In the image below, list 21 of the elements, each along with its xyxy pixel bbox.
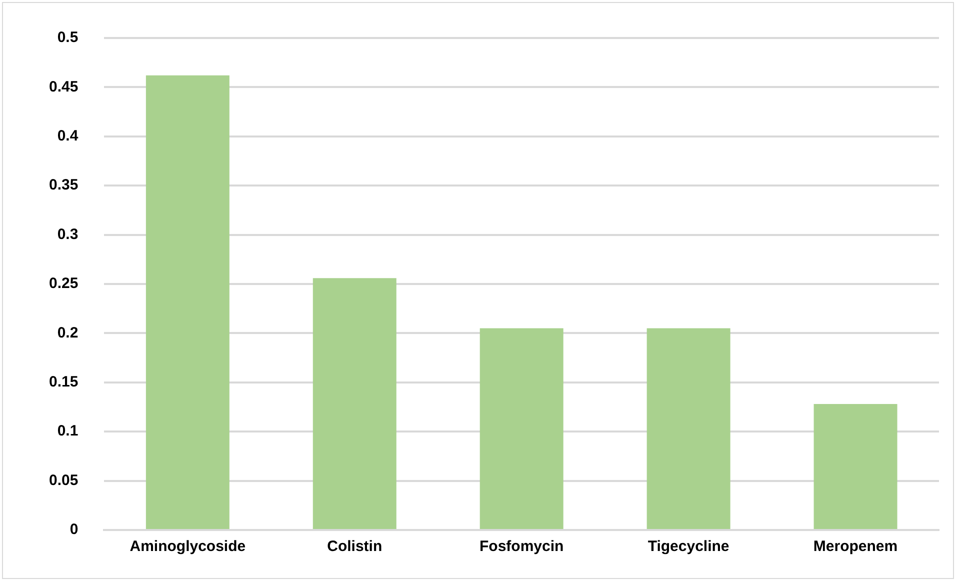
x-tick-label: Fosfomycin [480, 538, 564, 556]
y-tick-label: 0.25 [48, 275, 78, 292]
bar [814, 404, 898, 529]
bar [480, 328, 564, 529]
bar [312, 278, 396, 529]
x-tick-label: Aminoglycoside [130, 538, 246, 556]
y-tick-label: 0.3 [57, 226, 78, 243]
bar [146, 75, 230, 529]
y-tick-label: 0.4 [57, 128, 79, 145]
y-tick-label: 0.15 [48, 374, 78, 391]
y-tick-label: 0.2 [57, 324, 78, 342]
y-tick-label: 0.5 [57, 29, 78, 46]
x-tick-label: Colistin [327, 538, 382, 556]
y-tick-label: 0.05 [48, 472, 78, 489]
y-tick-label: 0.35 [48, 176, 78, 194]
x-tick-label: Meropenem [813, 538, 898, 556]
x-tick-label: Tigecycline [648, 538, 730, 556]
y-tick-label: 0 [70, 521, 78, 538]
bar [646, 328, 730, 529]
y-tick-label: 0.1 [57, 422, 78, 440]
y-tick-label: 0.45 [48, 78, 78, 96]
